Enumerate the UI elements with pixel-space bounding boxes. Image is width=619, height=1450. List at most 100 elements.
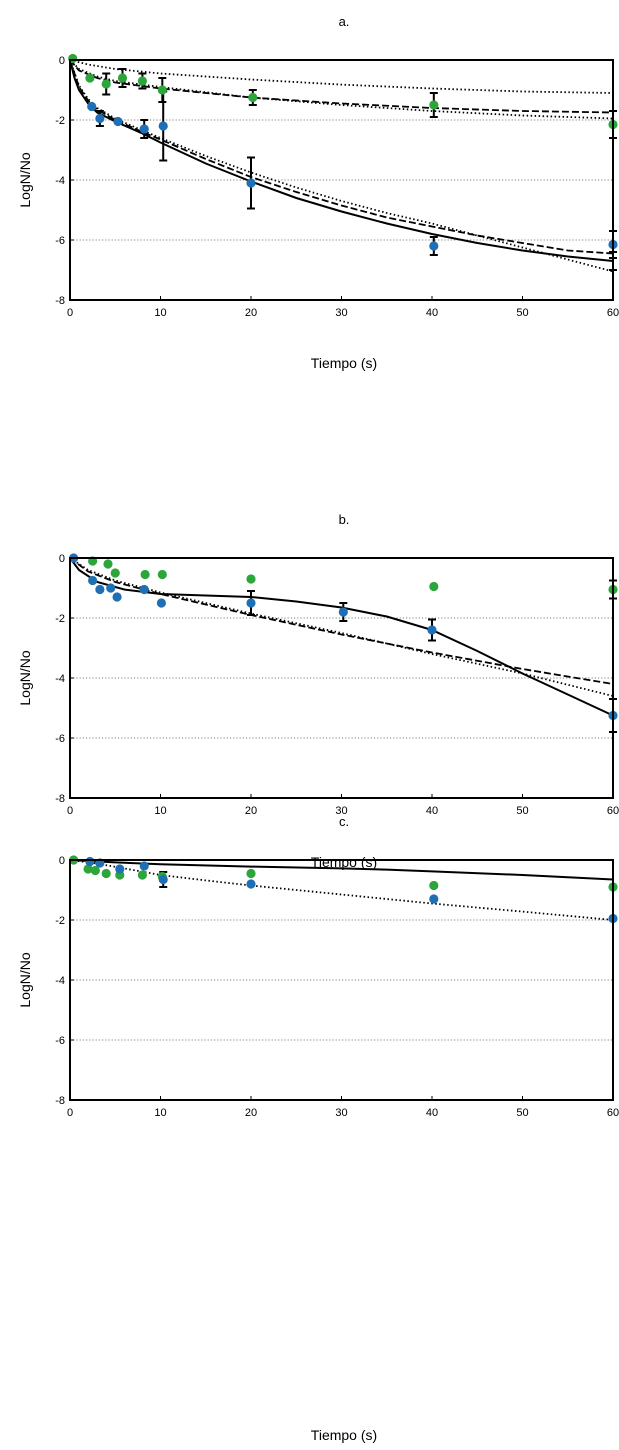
x-axis-label: Tiempo (s) — [311, 355, 377, 371]
y-tick-label: -6 — [55, 235, 65, 247]
y-tick-label: -8 — [55, 295, 65, 307]
solid-fit-line — [69, 859, 614, 881]
x-tick-label: 10 — [154, 805, 166, 817]
dotted-fit-line — [69, 59, 614, 120]
x-tick-label: 20 — [245, 307, 257, 319]
y-axis-label: LogN/No — [17, 952, 33, 1007]
x-axis-label: Tiempo (s) — [311, 1427, 377, 1443]
blue-data-point — [429, 241, 439, 251]
x-axis-label: Tiempo (s) — [311, 854, 377, 870]
panel-title: a. — [339, 14, 350, 29]
dashed-fit-line — [69, 59, 614, 255]
solid-fit-line — [69, 59, 614, 262]
x-tick-label: 0 — [67, 307, 73, 319]
y-tick-label: -2 — [55, 915, 65, 927]
green-data-point — [137, 870, 147, 880]
blue-data-point — [139, 861, 149, 871]
x-tick-label: 30 — [335, 805, 347, 817]
green-data-point — [101, 79, 111, 89]
green-data-point — [248, 92, 258, 103]
y-tick-label: -8 — [55, 1095, 65, 1107]
y-tick-label: -4 — [55, 175, 65, 187]
blue-data-point — [158, 121, 168, 131]
blue-data-point — [112, 592, 122, 602]
green-data-point — [429, 581, 439, 592]
green-data-point — [110, 568, 120, 578]
blue-data-point — [246, 598, 256, 608]
panel-title: c. — [339, 814, 349, 829]
blue-data-point — [95, 584, 105, 595]
blue-data-point — [87, 101, 97, 112]
y-axis-label: LogN/No — [17, 152, 33, 207]
blue-data-point — [429, 894, 439, 904]
dashed-fit-line — [69, 59, 614, 114]
y-axis-label: LogN/No — [17, 650, 33, 705]
panel-title: b. — [339, 512, 350, 527]
dotted-fit-line — [69, 59, 614, 94]
solid-fit-line — [69, 557, 614, 717]
green-data-point — [429, 880, 439, 891]
blue-data-point — [156, 598, 167, 608]
y-tick-label: -6 — [55, 733, 65, 745]
x-tick-label: 40 — [426, 1107, 438, 1119]
blue-data-point — [246, 879, 256, 889]
x-tick-label: 60 — [607, 307, 619, 319]
green-data-point — [157, 569, 167, 580]
x-tick-label: 40 — [426, 307, 438, 319]
y-tick-label: -2 — [55, 613, 65, 625]
green-data-point — [101, 868, 111, 879]
blue-data-point — [338, 607, 348, 617]
x-tick-label: 60 — [607, 805, 619, 817]
green-data-point — [85, 73, 95, 83]
green-data-point — [137, 76, 147, 86]
y-tick-label: -2 — [55, 115, 65, 127]
x-tick-label: 50 — [516, 307, 528, 319]
blue-data-point — [113, 116, 123, 127]
green-data-point — [117, 73, 128, 83]
green-data-point — [429, 100, 439, 110]
blue-data-point — [88, 575, 98, 586]
green-data-point — [157, 85, 167, 95]
y-tick-label: -8 — [55, 793, 65, 805]
y-tick-label: 0 — [59, 55, 65, 67]
y-tick-label: -4 — [55, 673, 65, 685]
blue-data-point — [115, 864, 125, 874]
x-tick-label: 30 — [335, 1107, 347, 1119]
x-tick-label: 10 — [154, 307, 166, 319]
blue-data-point — [85, 856, 95, 867]
x-tick-label: 50 — [516, 805, 528, 817]
green-data-point — [246, 868, 256, 879]
green-data-point — [140, 569, 150, 580]
y-tick-label: 0 — [59, 855, 65, 867]
green-data-point — [103, 559, 113, 569]
dotted-fit-line — [69, 557, 614, 697]
green-data-point — [83, 864, 93, 874]
blue-data-point — [158, 874, 168, 885]
blue-data-point — [427, 625, 437, 635]
chart-panel-b: b. Tiempo (s) LogN/No 0 10 20 30 40 50 60 0 -2 -4… — [17, 512, 619, 870]
blue-data-point — [139, 584, 149, 595]
blue-data-point — [246, 178, 256, 188]
x-tick-label: 60 — [607, 1107, 619, 1119]
blue-data-point — [139, 124, 149, 134]
chart-panel-a: a. Tiempo (s) LogN/No 0 10 20 30 40 50 60 0 -2 -4… — [17, 14, 619, 371]
x-tick-label: 20 — [245, 805, 257, 817]
x-tick-label: 0 — [67, 805, 73, 817]
x-tick-label: 20 — [245, 1107, 257, 1119]
x-tick-label: 50 — [516, 1107, 528, 1119]
dotted-fit-line — [69, 859, 614, 921]
chart-panel-c: c. Tiempo (s) LogN/No 0 10 20 30 40 50 60 0 -2 -4… — [17, 814, 619, 1443]
blue-data-point — [106, 583, 116, 593]
x-tick-label: 30 — [335, 307, 347, 319]
x-tick-label: 10 — [154, 1107, 166, 1119]
green-data-point — [90, 865, 100, 876]
x-tick-label: 0 — [67, 1107, 73, 1119]
y-tick-label: 0 — [59, 553, 65, 565]
blue-data-point — [95, 113, 105, 124]
x-tick-label: 40 — [426, 805, 438, 817]
dashed-fit-line — [69, 557, 614, 685]
y-tick-label: -4 — [55, 975, 65, 987]
y-tick-label: -6 — [55, 1035, 65, 1047]
green-data-point — [246, 574, 256, 584]
